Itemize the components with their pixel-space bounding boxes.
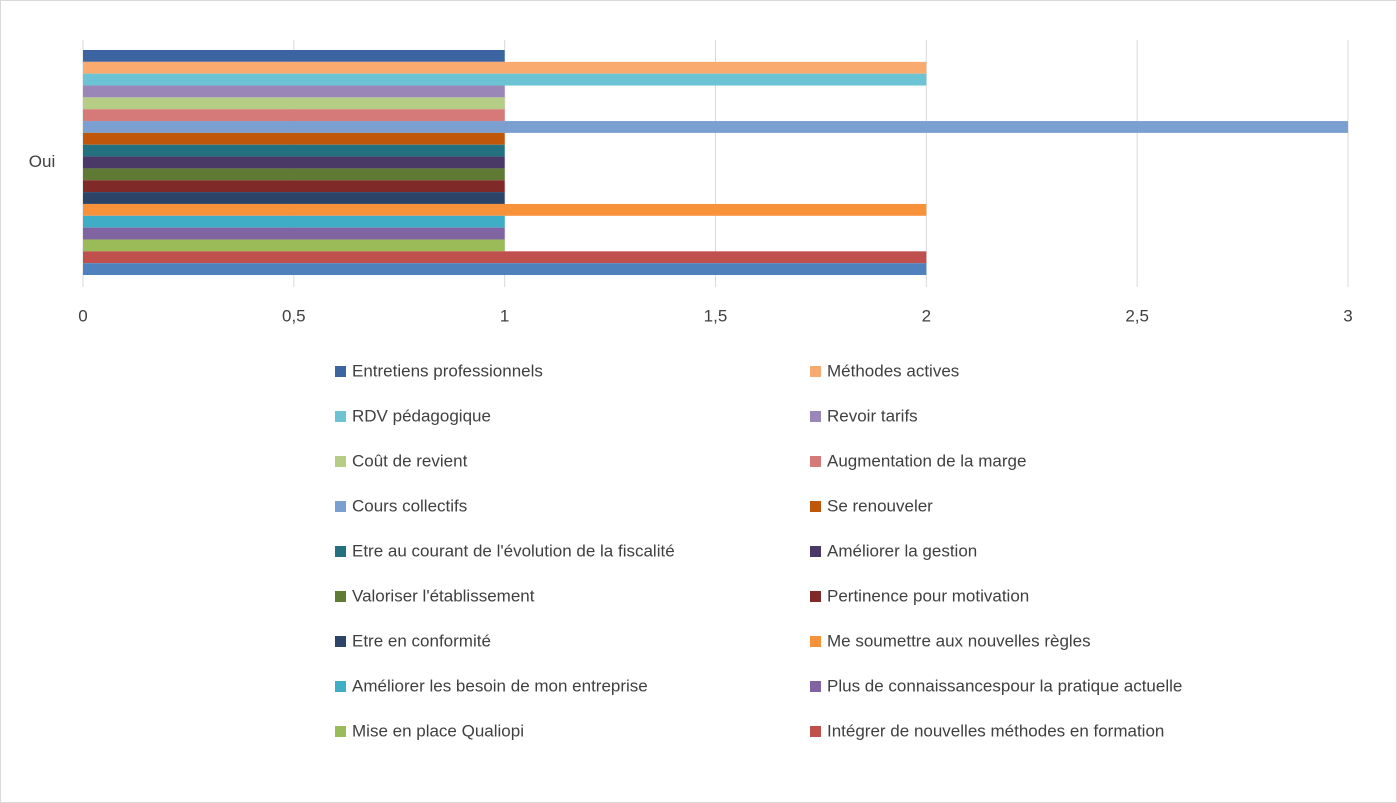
legend-label: Entretiens professionnels: [352, 361, 543, 380]
bar: [83, 203, 927, 216]
bar: [83, 156, 505, 169]
legend-swatch: [810, 726, 821, 737]
bar: [83, 132, 505, 145]
legend-swatch: [335, 636, 346, 647]
legend-swatch: [335, 681, 346, 692]
bar: [83, 144, 505, 157]
legend-label: RDV pédagogique: [352, 406, 491, 425]
bar: [83, 121, 1348, 133]
legend-swatch: [335, 726, 346, 737]
bar: [83, 251, 927, 264]
legend-label: Plus de connaissancespour la pratique ac…: [827, 676, 1182, 695]
legend-swatch: [810, 636, 821, 647]
x-tick-label: 1: [500, 306, 509, 325]
bar: [83, 168, 505, 181]
legend-label: Etre au courant de l'évolution de la fis…: [352, 541, 675, 560]
bar: [83, 180, 505, 193]
legend-swatch: [810, 681, 821, 692]
legend-label: Augmentation de la marge: [827, 451, 1026, 470]
legend-swatch: [335, 366, 346, 377]
bar: [83, 50, 505, 62]
legend-swatch: [810, 366, 821, 377]
legend-label: Etre en conformité: [352, 631, 491, 650]
legend-swatch: [335, 501, 346, 512]
legend-swatch: [810, 456, 821, 467]
legend-swatch: [335, 591, 346, 602]
x-tick-label: 2,5: [1125, 306, 1149, 325]
legend-label: Améliorer les besoin de mon entreprise: [352, 676, 648, 695]
bar: [83, 215, 505, 228]
bar: [83, 227, 505, 240]
legend-swatch: [810, 546, 821, 557]
bar: [83, 73, 927, 86]
bar: [83, 97, 505, 110]
legend-label: Valoriser l'établissement: [352, 586, 535, 605]
legend-swatch: [335, 546, 346, 557]
legend-label: Me soumettre aux nouvelles règles: [827, 631, 1091, 650]
legend-swatch: [810, 501, 821, 512]
legend-label: Revoir tarifs: [827, 406, 918, 425]
y-tick-label: Oui: [29, 152, 55, 171]
legend-label: Coût de revient: [352, 451, 468, 470]
bar: [83, 263, 927, 275]
legend-swatch: [810, 411, 821, 422]
legend-label: Se renouveler: [827, 496, 933, 515]
legend-swatch: [335, 411, 346, 422]
bar: [83, 239, 505, 252]
bar: [83, 192, 505, 204]
legend-label: Mise en place Qualiopi: [352, 721, 524, 740]
legend-swatch: [335, 456, 346, 467]
x-tick-label: 3: [1343, 306, 1352, 325]
legend-label: Améliorer la gestion: [827, 541, 977, 560]
legend-swatch: [810, 591, 821, 602]
x-tick-label: 0,5: [282, 306, 306, 325]
bar: [83, 109, 505, 122]
legend-label: Méthodes actives: [827, 361, 959, 380]
x-tick-label: 0: [78, 306, 87, 325]
bar: [83, 85, 505, 98]
legend-label: Intégrer de nouvelles méthodes en format…: [827, 721, 1164, 740]
x-tick-label: 1,5: [704, 306, 728, 325]
legend-label: Pertinence pour motivation: [827, 586, 1029, 605]
legend-label: Cours collectifs: [352, 496, 467, 515]
x-tick-label: 2: [922, 306, 931, 325]
bar: [83, 61, 927, 74]
